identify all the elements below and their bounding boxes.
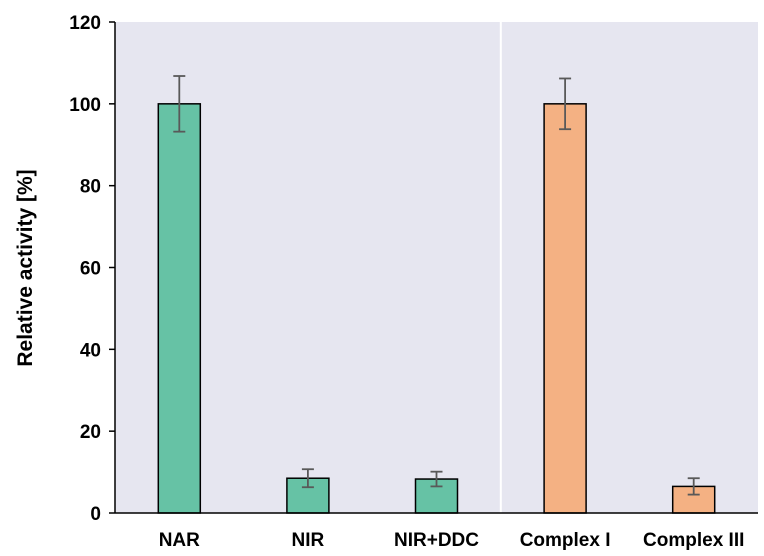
y-tick-label: 60 (80, 259, 101, 280)
error-bar (430, 470, 443, 488)
plot-area (115, 22, 758, 513)
x-category-label: NIR+DDC (394, 530, 479, 551)
error-bar (301, 468, 314, 489)
y-tick-label: 40 (80, 340, 101, 361)
x-category-label: Complex III (643, 530, 744, 551)
error-bar (687, 477, 700, 496)
error-bar (173, 75, 186, 133)
x-category-label: NAR (159, 530, 200, 551)
y-tick-label: 100 (69, 95, 101, 116)
bar-complex-i (543, 103, 587, 514)
y-tick-label: 0 (90, 504, 101, 525)
y-tick-label: 20 (80, 422, 101, 443)
y-tick-label: 120 (69, 13, 101, 34)
y-axis-title: Relative activity [%] (14, 169, 37, 366)
error-bar (559, 77, 572, 131)
bar-nar (157, 103, 202, 514)
x-category-label: Complex I (520, 530, 611, 551)
y-tick-label: 80 (80, 177, 101, 198)
x-category-label: NIR (292, 530, 325, 551)
